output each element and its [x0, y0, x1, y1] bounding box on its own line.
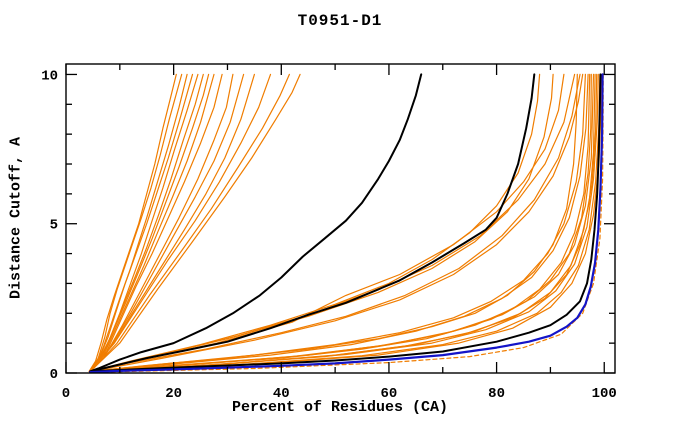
plot-frame	[65, 63, 616, 374]
x-axis-label: Percent of Residues (CA)	[231, 399, 449, 416]
series-line-orange	[90, 73, 215, 373]
x-tick-label: 100	[592, 386, 617, 402]
series-line-orange	[89, 73, 223, 373]
series-line-orange	[89, 73, 603, 373]
series-line-orange	[89, 73, 601, 373]
series-line-orange	[89, 73, 255, 373]
x-tick-label: 40	[273, 386, 290, 402]
series-line-black	[89, 73, 602, 373]
y-tick-label: 0	[50, 367, 58, 383]
x-tick-label: 20	[165, 386, 182, 402]
series-line-black	[89, 73, 536, 373]
series-line-orange	[89, 73, 210, 373]
series-line-orange	[89, 73, 272, 373]
chart-title: T0951-D1	[297, 12, 383, 30]
series-line-orange	[89, 73, 554, 373]
series-line-blue	[89, 73, 604, 373]
series-line-orange	[89, 73, 183, 373]
series-line-orange	[89, 73, 595, 373]
x-tick-label: 80	[488, 386, 505, 402]
series-line-orange	[89, 73, 301, 373]
series-line-orange	[89, 73, 589, 373]
y-tick-label: 10	[41, 68, 58, 84]
series-line-orange	[89, 73, 584, 373]
series-line-orange	[89, 73, 599, 373]
series-line-orange	[90, 73, 194, 373]
series-line-orange	[89, 73, 581, 373]
series-line-orange	[89, 73, 586, 373]
series-line-orange	[89, 73, 578, 373]
series-line-orange	[90, 73, 290, 373]
series-line-black	[89, 73, 423, 373]
x-tick-label: 0	[62, 386, 70, 402]
series-line-orange	[88, 73, 177, 373]
y-tick-label: 5	[50, 218, 58, 234]
x-tick-label: 60	[381, 386, 398, 402]
series-line-orange	[89, 73, 604, 373]
series-line-orange	[90, 73, 245, 373]
series-line-orange	[89, 73, 576, 373]
